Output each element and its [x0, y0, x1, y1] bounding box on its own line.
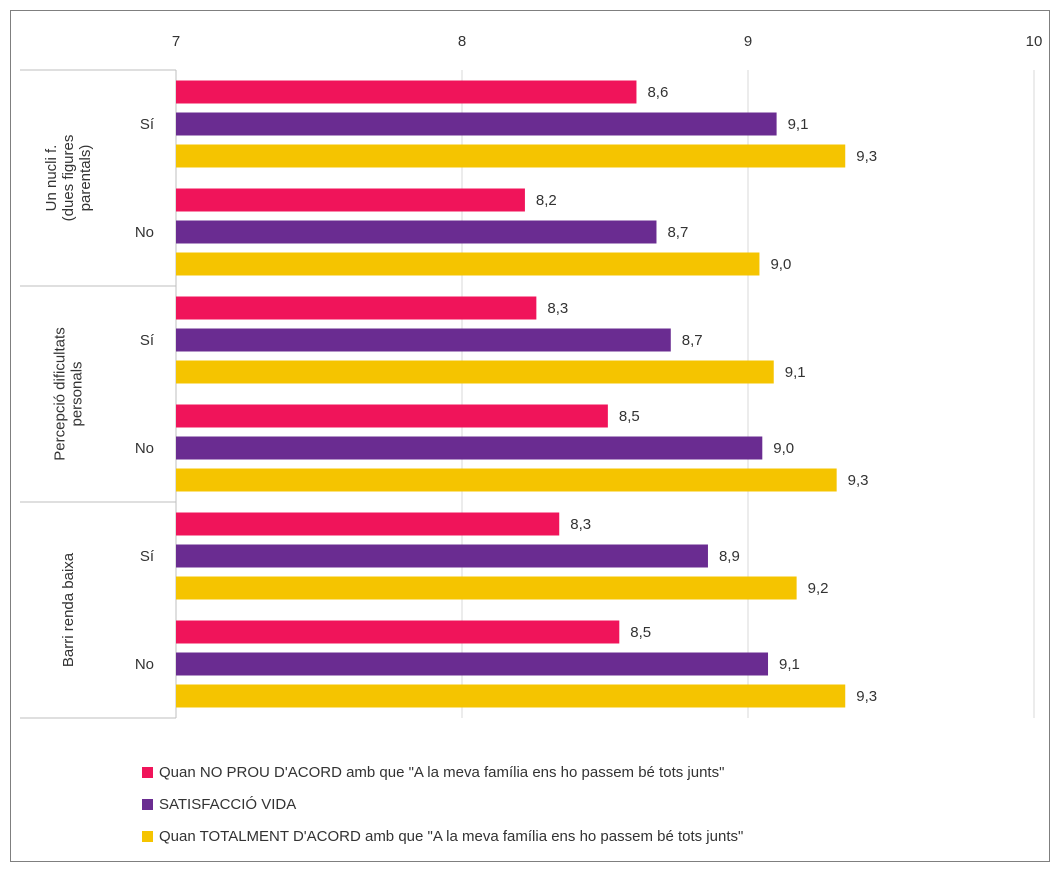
bar-series2-cat5: [176, 684, 846, 708]
group-label-2: Barri renda baixa: [60, 552, 77, 667]
bar-series1-cat4: [176, 544, 708, 568]
legend-swatch: [142, 830, 153, 842]
data-label-series0-cat1: 8,2: [536, 192, 557, 209]
group-label-line: Barri renda baixa: [60, 552, 77, 667]
data-label-series0-cat2: 8,3: [547, 300, 568, 317]
legend-label: Quan TOTALMENT D'ACORD amb que "A la mev…: [159, 827, 744, 845]
data-label-series2-cat5: 9,3: [856, 688, 877, 705]
bar-series0-cat1: [176, 188, 525, 212]
x-tick-label-9: 9: [744, 33, 752, 50]
category-axis: Un nucli f.(dues figuresparentals) Percep…: [20, 69, 177, 719]
group-label-line: Un nucli f.: [43, 145, 60, 212]
bar-series1-cat1: [176, 220, 657, 244]
data-label-series2-cat1: 9,0: [770, 256, 791, 273]
bar-series1-cat3: [176, 436, 763, 460]
category-label: No: [135, 656, 154, 673]
data-label-series1-cat4: 8,9: [719, 548, 740, 565]
group-label-line: parentals): [77, 145, 94, 212]
data-label-series0-cat3: 8,5: [619, 408, 640, 425]
data-label-series2-cat3: 9,3: [848, 472, 869, 489]
data-label-series1-cat3: 9,0: [773, 440, 794, 457]
data-label-series0-cat5: 8,5: [630, 624, 651, 641]
bar-series1-cat5: [176, 652, 769, 676]
data-label-series1-cat5: 9,1: [779, 656, 800, 673]
bar-series2-cat0: [176, 144, 846, 168]
x-tick-label-8: 8: [458, 33, 466, 50]
legend-item-0: Quan NO PROU D'ACORD amb que "A la meva …: [142, 762, 743, 782]
chart-frame: 7 8 9 10 Un nucli f.(dues figuresparentals)…: [10, 10, 1050, 862]
group-label-1: Percepció dificultatspersonals: [52, 327, 86, 460]
bar-series0-cat3: [176, 404, 608, 428]
data-label-series0-cat4: 8,3: [570, 516, 591, 533]
legend-label: Quan NO PROU D'ACORD amb que "A la meva …: [159, 763, 725, 781]
bar-series1-cat0: [176, 112, 777, 136]
category-label: Sí: [140, 548, 155, 565]
legend-item-2: Quan TOTALMENT D'ACORD amb que "A la mev…: [142, 826, 743, 846]
bar-series0-cat0: [176, 80, 637, 104]
bar-series2-cat4: [176, 576, 797, 600]
category-label: No: [135, 224, 154, 241]
legend-swatch: [142, 798, 153, 810]
data-label-series2-cat2: 9,1: [785, 364, 806, 381]
legend-item-1: SATISFACCIÓ VIDA: [142, 794, 743, 814]
bar-series1-cat2: [176, 328, 671, 352]
bar-series2-cat1: [176, 252, 760, 276]
bar-series0-cat4: [176, 512, 560, 536]
data-label-series1-cat0: 9,1: [788, 116, 809, 133]
chart-border: [10, 10, 1050, 862]
bar-series2-cat2: [176, 360, 774, 384]
data-label-series1-cat2: 8,7: [682, 332, 703, 349]
group-label-line: Percepció dificultats: [52, 327, 69, 460]
data-label-series2-cat4: 9,2: [808, 580, 829, 597]
bar-series2-cat3: [176, 468, 837, 492]
category-label: Sí: [140, 332, 155, 349]
bar-series: [176, 80, 846, 708]
bar-series0-cat5: [176, 620, 620, 644]
legend: Quan NO PROU D'ACORD amb que "A la meva …: [142, 762, 743, 858]
bar-series0-cat2: [176, 296, 537, 320]
data-label-series0-cat0: 8,6: [647, 84, 668, 101]
group-label-line: personals: [69, 361, 86, 426]
x-tick-label-7: 7: [172, 33, 180, 50]
category-label: Sí: [140, 116, 155, 133]
legend-swatch: [142, 766, 153, 778]
category-label: No: [135, 440, 154, 457]
data-label-series2-cat0: 9,3: [856, 148, 877, 165]
group-label-line: (dues figures: [60, 135, 77, 222]
data-labels: 8,6 9,1 9,3 8,2 8,7 9,0 8,3 8,7 9,1 8,5 9,0 9,3 8,3 8…: [536, 84, 877, 705]
legend-label: SATISFACCIÓ VIDA: [159, 795, 297, 813]
group-label-0: Un nucli f.(dues figuresparentals): [43, 135, 94, 222]
grid-lines: 7 8 9 10: [172, 33, 1043, 718]
x-tick-label-10: 10: [1026, 33, 1043, 50]
data-label-series1-cat1: 8,7: [667, 224, 688, 241]
